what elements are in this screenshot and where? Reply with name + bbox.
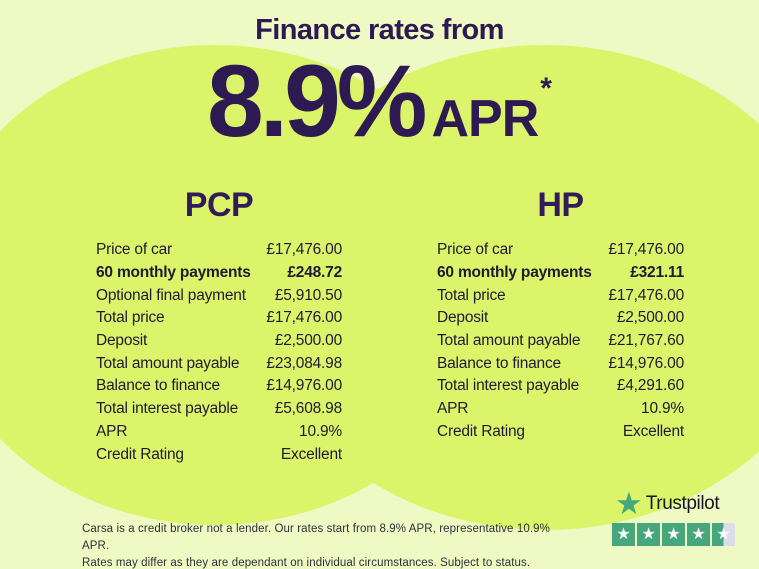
row-value: £21,767.60 bbox=[608, 332, 684, 350]
row-label: Price of car bbox=[437, 241, 513, 259]
table-row: Optional final payment £5,910.50 bbox=[96, 284, 342, 307]
table-row: Deposit £2,500.00 bbox=[437, 307, 684, 330]
row-value: £17,476.00 bbox=[608, 241, 684, 259]
trustpilot-star-icon: ★ bbox=[615, 486, 643, 521]
trustpilot-star-box: ★ bbox=[712, 523, 735, 546]
table-row: Total interest payable £4,291.60 bbox=[437, 375, 684, 398]
row-label: Price of car bbox=[96, 241, 172, 259]
table-row: Price of car £17,476.00 bbox=[437, 239, 684, 262]
headline-rate: 8.9% APR * bbox=[0, 50, 759, 152]
row-label: Deposit bbox=[96, 332, 148, 350]
trustpilot-star-box: ★ bbox=[687, 523, 710, 546]
star-glyph-icon: ★ bbox=[691, 525, 706, 543]
table-row: Balance to finance £14,976.00 bbox=[96, 375, 342, 398]
row-value: £17,476.00 bbox=[266, 309, 342, 327]
star-glyph-icon: ★ bbox=[716, 525, 731, 543]
legal-disclaimer: Carsa is a credit broker not a lender. O… bbox=[82, 521, 552, 569]
trustpilot-widget: ★ Trustpilot ★ ★ ★ ★ ★ bbox=[612, 488, 740, 546]
row-value: Excellent bbox=[280, 445, 342, 463]
row-value: £248.72 bbox=[287, 264, 342, 282]
row-value: 10.9% bbox=[299, 422, 342, 440]
star-glyph-icon: ★ bbox=[616, 525, 631, 543]
row-label: Total amount payable bbox=[96, 354, 240, 372]
row-label: 60 monthly payments bbox=[437, 264, 592, 282]
row-label: Balance to finance bbox=[96, 377, 220, 395]
star-glyph-icon: ★ bbox=[666, 525, 681, 543]
rate-value: 8.9% bbox=[207, 44, 427, 158]
table-row: 60 monthly payments £248.72 bbox=[96, 262, 342, 285]
disclaimer-line-2: Rates may differ as they are dependant o… bbox=[82, 557, 531, 569]
disclaimer-line-1: Carsa is a credit broker not a lender. O… bbox=[82, 523, 550, 552]
row-value: £17,476.00 bbox=[608, 286, 684, 304]
row-value: £5,910.50 bbox=[274, 286, 342, 304]
trustpilot-wordmark: Trustpilot bbox=[645, 492, 720, 514]
row-value: £5,608.98 bbox=[274, 400, 342, 418]
table-row: Balance to finance £14,976.00 bbox=[437, 352, 684, 375]
row-value: £14,976.00 bbox=[608, 354, 684, 372]
trustpilot-star-box: ★ bbox=[637, 523, 660, 546]
row-value: 10.9% bbox=[641, 400, 684, 418]
row-value: Excellent bbox=[622, 422, 684, 440]
pcp-table: PCP Price of car £17,476.00 60 monthly pay… bbox=[96, 186, 342, 466]
pcp-rows: Price of car £17,476.00 60 monthly payment… bbox=[96, 239, 342, 466]
row-value: £2,500.00 bbox=[274, 332, 342, 350]
row-label: APR bbox=[96, 422, 128, 440]
trustpilot-logo: ★ Trustpilot bbox=[615, 488, 740, 519]
row-label: APR bbox=[437, 400, 469, 418]
pcp-title: PCP bbox=[184, 186, 254, 224]
table-row: Total price £17,476.00 bbox=[96, 307, 342, 330]
banner-title: Finance rates from bbox=[255, 14, 504, 46]
row-label: 60 monthly payments bbox=[96, 264, 251, 282]
row-label: Credit Rating bbox=[96, 445, 184, 463]
hp-title: HP bbox=[537, 186, 584, 224]
row-value: £23,084.98 bbox=[266, 354, 342, 372]
trustpilot-rating: ★ ★ ★ ★ ★ bbox=[612, 523, 740, 546]
trustpilot-star-box: ★ bbox=[662, 523, 685, 546]
row-label: Total interest payable bbox=[437, 377, 580, 395]
row-value: £14,976.00 bbox=[266, 377, 342, 395]
table-row: Credit Rating Excellent bbox=[96, 443, 342, 466]
table-row: Credit Rating Excellent bbox=[437, 421, 684, 444]
row-value: £17,476.00 bbox=[266, 241, 342, 259]
row-label: Total amount payable bbox=[437, 332, 581, 350]
row-label: Total price bbox=[96, 309, 165, 327]
table-row: 60 monthly payments £321.11 bbox=[437, 262, 684, 285]
footnote-asterisk: * bbox=[540, 72, 552, 105]
hp-rows: Price of car £17,476.00 60 monthly payment… bbox=[437, 239, 684, 443]
row-label: Total price bbox=[437, 286, 506, 304]
apr-label: APR bbox=[431, 90, 540, 148]
row-label: Deposit bbox=[437, 309, 489, 327]
row-label: Total interest payable bbox=[96, 400, 239, 418]
table-row: Total amount payable £21,767.60 bbox=[437, 330, 684, 353]
star-glyph-icon: ★ bbox=[641, 525, 656, 543]
row-label: Optional final payment bbox=[96, 286, 246, 304]
row-label: Balance to finance bbox=[437, 354, 561, 372]
table-row: Deposit £2,500.00 bbox=[96, 330, 342, 353]
row-value: £2,500.00 bbox=[616, 309, 684, 327]
table-row: Price of car £17,476.00 bbox=[96, 239, 342, 262]
table-row: Total price £17,476.00 bbox=[437, 284, 684, 307]
trustpilot-star-box: ★ bbox=[612, 523, 635, 546]
row-value: £4,291.60 bbox=[616, 377, 684, 395]
row-label: Credit Rating bbox=[437, 422, 525, 440]
background-blob-right bbox=[255, 45, 759, 530]
row-value: £321.11 bbox=[630, 264, 684, 282]
table-row: Total interest payable £5,608.98 bbox=[96, 398, 342, 421]
table-row: APR 10.9% bbox=[437, 398, 684, 421]
table-row: APR 10.9% bbox=[96, 421, 342, 444]
table-row: Total amount payable £23,084.98 bbox=[96, 352, 342, 375]
hp-table: HP Price of car £17,476.00 60 monthly paym… bbox=[437, 186, 684, 443]
